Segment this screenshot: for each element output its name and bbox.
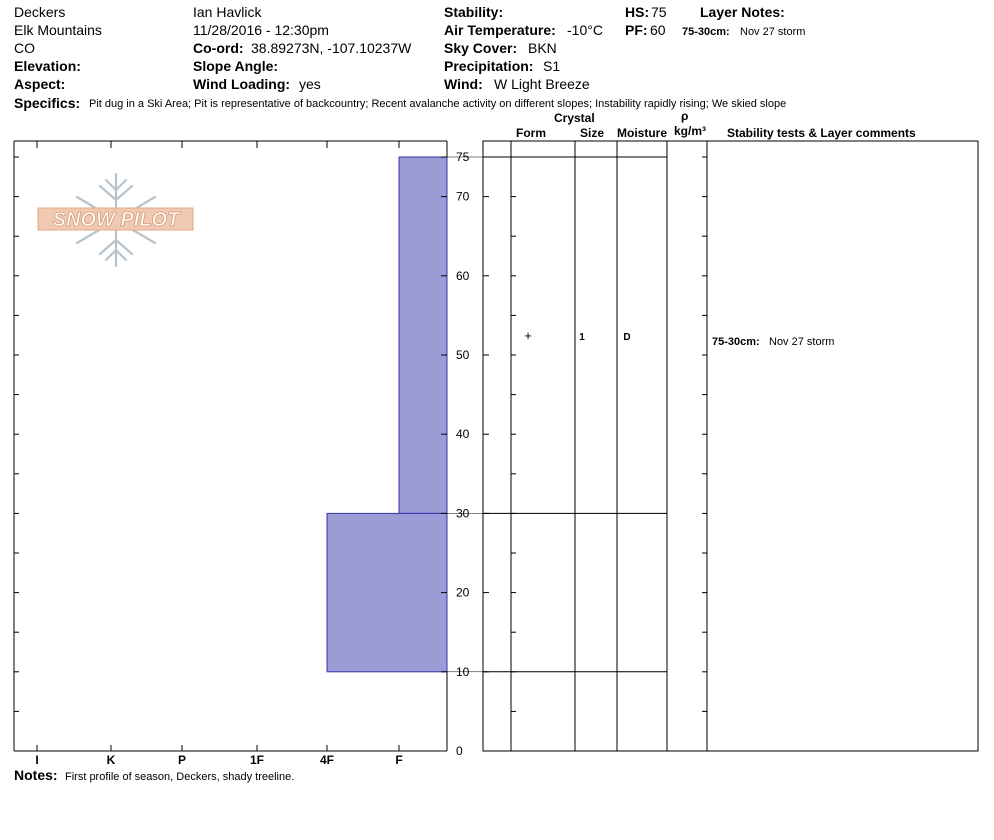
snowpilot-logo: SNOW PILOT <box>37 172 194 268</box>
wind-loading-value: yes <box>299 76 321 92</box>
notes-value: First profile of season, Deckers, shady … <box>65 771 295 783</box>
air-temp-label: Air Temperature: <box>444 22 556 38</box>
range: Elk Mountains <box>14 22 102 38</box>
top-hardness-ticks <box>36 141 400 751</box>
hardness-label-1F: 1F <box>250 753 264 767</box>
wind-label: Wind: <box>444 76 483 92</box>
wind-loading-label: Wind Loading: <box>193 76 291 92</box>
precipitation-label: Precipitation: <box>444 58 534 74</box>
hardness-label-K: K <box>107 753 116 767</box>
hardness-label-F: F <box>395 753 402 767</box>
layer-moisture: D <box>623 332 630 343</box>
pf-value: 60 <box>650 22 666 38</box>
location: Deckers <box>14 4 66 20</box>
hardness-bar-1 <box>326 512 448 673</box>
hardness-axis-labels: I K P 1F 4F F <box>35 753 402 767</box>
layer-comment-range: 75-30cm: <box>712 336 760 348</box>
layer-note-range: 75-30cm: <box>682 26 730 38</box>
coord-value: 38.89273N, -107.10237W <box>251 40 412 56</box>
hardness-label-P: P <box>178 753 186 767</box>
layer-note-text: Nov 27 storm <box>740 26 806 38</box>
elevation-label: Elevation: <box>14 58 81 74</box>
crystal-header: Crystal <box>554 111 595 125</box>
hardness-bar-0 <box>398 156 448 514</box>
hardness-label-I: I <box>35 753 38 767</box>
height-label-60: 60 <box>456 269 470 283</box>
form-header: Form <box>516 126 546 140</box>
sky-cover-value: BKN <box>528 40 557 56</box>
layer-notes-label: Layer Notes: <box>700 4 785 20</box>
aspect-label: Aspect: <box>14 76 66 92</box>
left-minor-ticks <box>14 156 19 752</box>
datetime: 11/28/2016 - 12:30pm <box>193 22 329 38</box>
coord-label: Co-ord: <box>193 40 244 56</box>
stability-comments-header: Stability tests & Layer comments <box>727 126 916 140</box>
hs-value: 75 <box>651 4 667 20</box>
size-header: Size <box>580 126 605 140</box>
precipitation-value: S1 <box>543 58 561 74</box>
hs-label: HS: <box>625 4 650 20</box>
height-label-70: 70 <box>456 190 470 204</box>
layer-comment-text: Nov 27 storm <box>769 336 834 348</box>
layer-form-symbol: + <box>524 328 532 343</box>
hardness-label-4F: 4F <box>320 753 334 767</box>
moisture-header: Moisture <box>617 126 668 140</box>
logo-banner <box>37 207 194 231</box>
specifics-value: Pit dug in a Ski Area; Pit is representa… <box>89 98 787 110</box>
height-label-0: 0 <box>456 744 463 758</box>
sky-cover-label: Sky Cover: <box>444 40 518 56</box>
table-height-ticks <box>511 156 707 752</box>
slope-angle-label: Slope Angle: <box>193 58 279 74</box>
layer-boundary-lines <box>447 156 667 673</box>
observer: Ian Havlick <box>193 4 262 20</box>
specifics-label: Specifics: <box>14 95 81 111</box>
notes-label: Notes: <box>14 767 58 783</box>
height-label-50: 50 <box>456 348 470 362</box>
density-unit-header: kg/m³ <box>674 124 707 138</box>
air-temp-value: -10°C <box>567 22 603 38</box>
height-label-20: 20 <box>456 586 470 600</box>
logo-text: SNOW PILOT <box>53 209 181 231</box>
height-label-40: 40 <box>456 427 470 441</box>
wind-value: W Light Breeze <box>494 76 590 92</box>
stability-label: Stability: <box>444 4 504 20</box>
state: CO <box>14 40 35 56</box>
layer-size: 1 <box>579 332 585 343</box>
hardness-bars <box>326 156 448 673</box>
pf-label: PF: <box>625 22 648 38</box>
layer-table-frame <box>482 140 979 752</box>
rho-header: ρ <box>681 109 689 123</box>
